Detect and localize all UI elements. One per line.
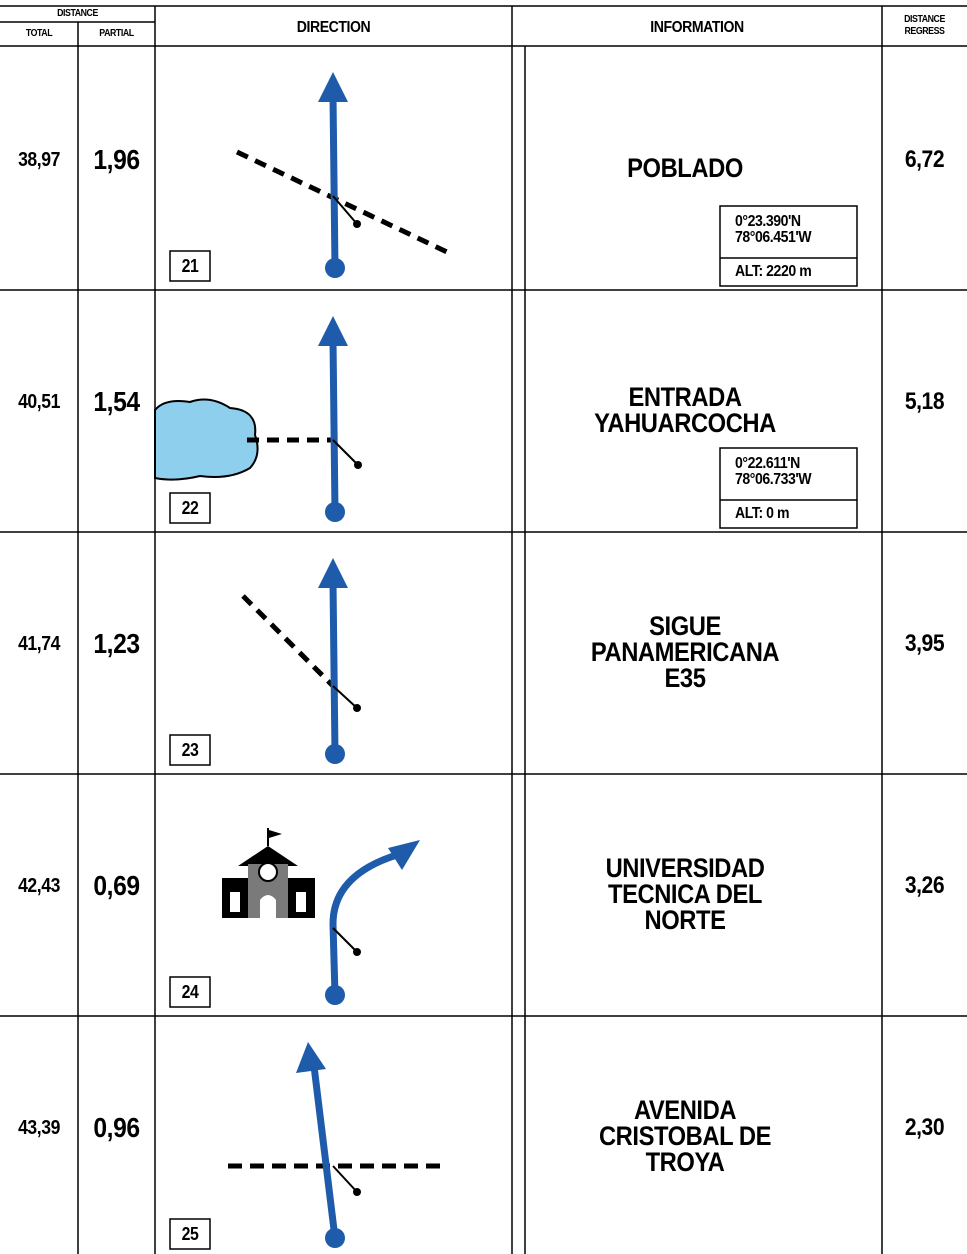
direction-diagram <box>235 72 449 278</box>
info-text: NORTE <box>644 905 726 935</box>
info-text: UNIVERSIDAD <box>605 853 765 883</box>
waypoint-box <box>169 1218 211 1250</box>
direction-diagram <box>228 1042 440 1248</box>
waypoint-number: 23 <box>181 740 199 760</box>
waypoint-box <box>169 734 211 766</box>
regress-distance: 6,72 <box>904 146 945 173</box>
coordinate: 78°06.451'W <box>735 229 812 246</box>
waypoint-box <box>169 976 211 1008</box>
coordinate: 78°06.733'W <box>735 471 812 488</box>
total-distance: 42,43 <box>18 875 60 897</box>
partial-distance: 1,96 <box>93 144 140 175</box>
info-text: ENTRADA <box>628 382 742 412</box>
coordinate: 0°22.611'N <box>735 455 800 472</box>
waypoint-number: 24 <box>181 982 199 1002</box>
info-text: TROYA <box>645 1147 725 1177</box>
waypoint-box <box>169 492 211 524</box>
coords-box <box>719 205 858 287</box>
coordinate: 0°23.390'N <box>735 213 801 230</box>
partial-distance: 1,54 <box>93 386 140 417</box>
info-text: E35 <box>664 663 706 693</box>
altitude: ALT: 2220 m <box>735 263 812 280</box>
direction-diagram <box>222 828 420 1005</box>
total-distance: 43,39 <box>18 1117 60 1139</box>
header-information: INFORMATION <box>650 19 744 36</box>
waypoint-number: 25 <box>181 1224 199 1244</box>
direction-diagram <box>241 558 361 764</box>
header-partial: PARTIAL <box>99 28 134 39</box>
school-icon <box>222 828 315 918</box>
info-text: PANAMERICANA <box>590 637 780 667</box>
header-distance: DISTANCE <box>57 8 98 19</box>
total-distance: 40,51 <box>18 391 60 413</box>
regress-distance: 2,30 <box>904 1114 945 1141</box>
waypoint-number: 21 <box>181 256 199 276</box>
waypoint-box <box>169 250 211 282</box>
header-total: TOTAL <box>25 28 53 39</box>
header-regress: REGRESS <box>904 26 945 37</box>
partial-distance: 0,96 <box>93 1112 140 1143</box>
table-lines <box>0 5 967 1254</box>
partial-distance: 1,23 <box>93 628 140 659</box>
header-direction: DIRECTION <box>296 19 371 36</box>
regress-distance: 5,18 <box>904 388 945 415</box>
coords-box <box>719 447 858 529</box>
direction-diagram <box>154 316 362 522</box>
regress-distance: 3,26 <box>904 872 945 899</box>
altitude: ALT: 0 m <box>735 505 790 522</box>
partial-distance: 0,69 <box>93 870 140 901</box>
info-text: SIGUE <box>649 611 721 641</box>
info-text: YAHUARCOCHA <box>594 408 776 438</box>
info-text: POBLADO <box>627 153 743 183</box>
info-text: AVENIDA <box>633 1095 737 1125</box>
header-regress: DISTANCE <box>904 14 945 25</box>
regress-distance: 3,95 <box>904 630 945 657</box>
info-text: CRISTOBAL DE <box>598 1121 772 1151</box>
waypoint-number: 22 <box>181 498 199 518</box>
total-distance: 41,74 <box>18 633 60 655</box>
total-distance: 38,97 <box>18 149 60 171</box>
info-text: TECNICA DEL <box>608 879 762 909</box>
